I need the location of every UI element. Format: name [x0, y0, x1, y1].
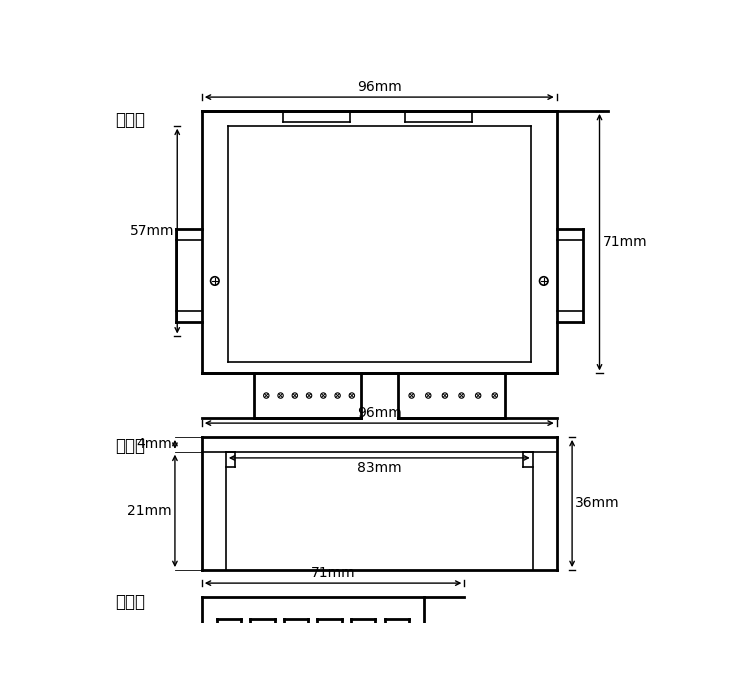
Text: 71mm: 71mm	[602, 235, 647, 249]
Text: 21mm: 21mm	[128, 504, 172, 518]
Text: 96mm: 96mm	[357, 406, 402, 420]
Text: 侧视图: 侧视图	[115, 593, 145, 611]
Text: 83mm: 83mm	[357, 461, 401, 475]
Text: 96mm: 96mm	[357, 80, 402, 94]
Text: 4mm: 4mm	[136, 438, 172, 452]
Text: 36mm: 36mm	[575, 496, 620, 510]
Text: 背视图: 背视图	[115, 437, 145, 455]
Text: 仿视图: 仿视图	[115, 111, 145, 129]
Text: 71mm: 71mm	[310, 566, 356, 580]
Text: 57mm: 57mm	[130, 224, 174, 238]
